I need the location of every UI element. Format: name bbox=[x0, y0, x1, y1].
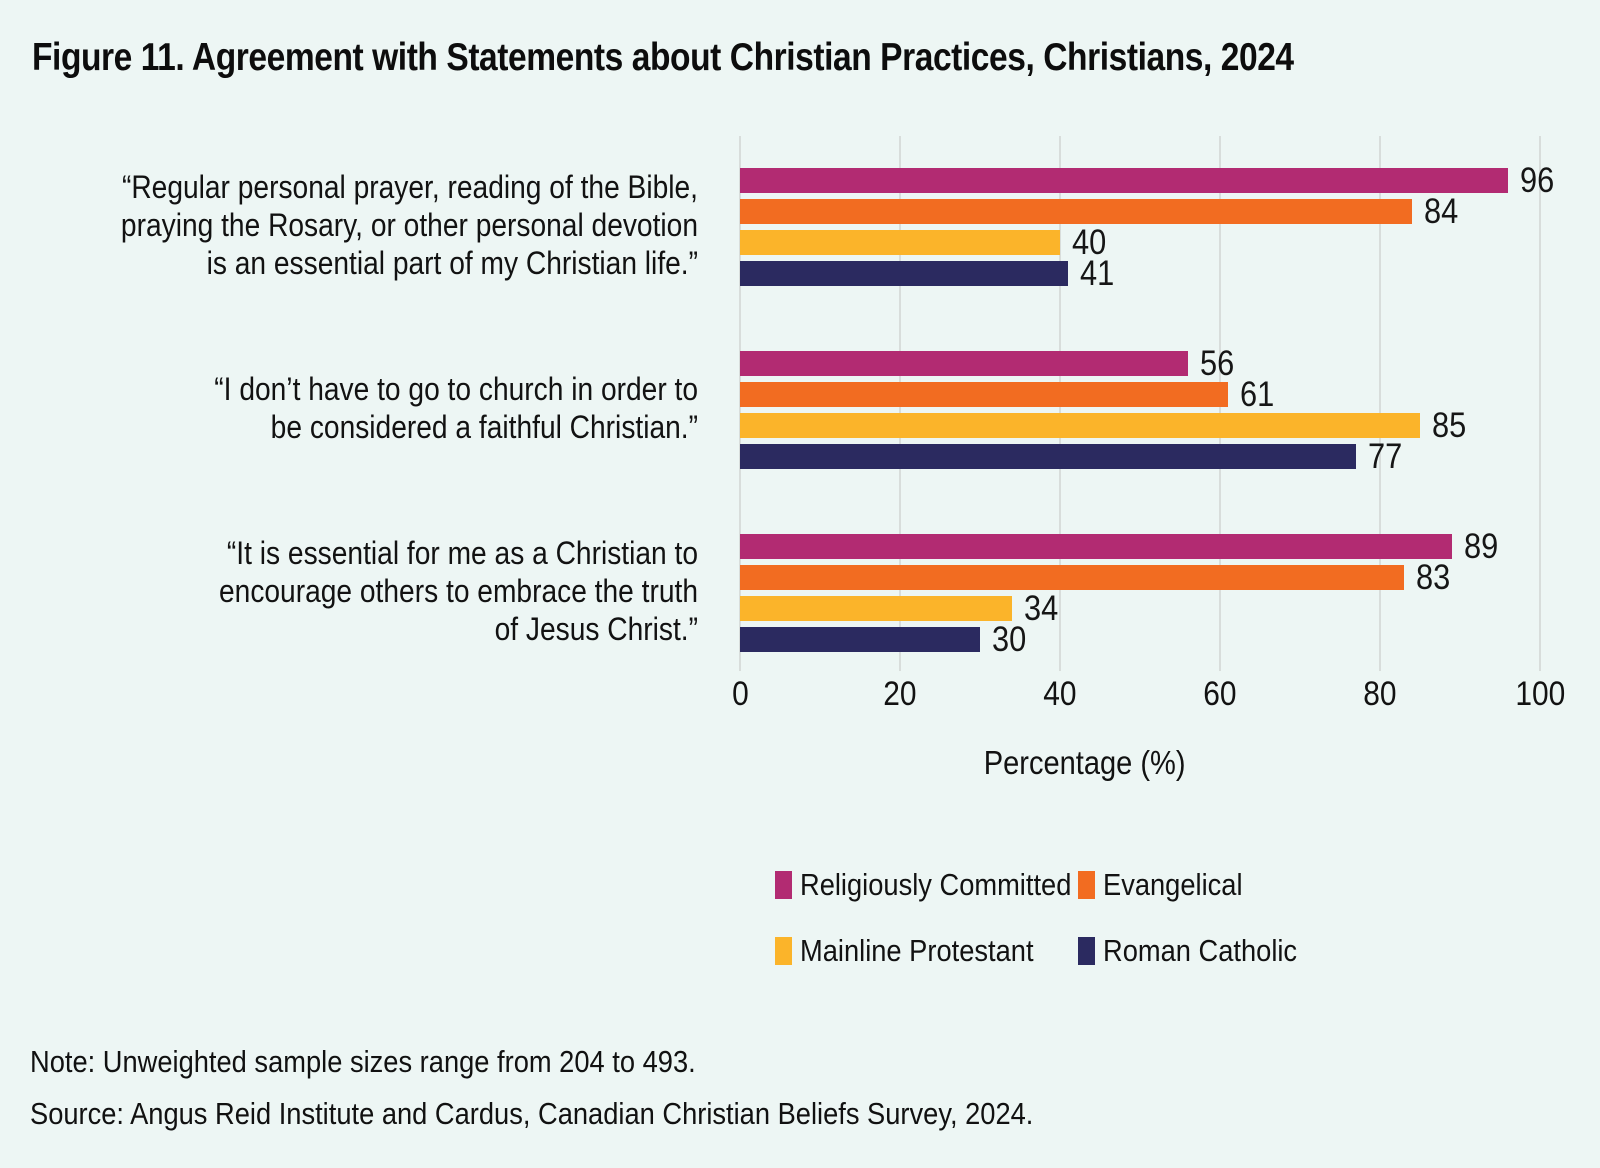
bar-value-group1-evangelical: 84 bbox=[1424, 192, 1463, 231]
bar-group3-religiously-committed bbox=[740, 534, 1452, 559]
gridline-100 bbox=[1539, 136, 1541, 671]
bar-group3-roman-catholic bbox=[740, 627, 980, 652]
bar-value-group3-roman-catholic-text: 30 bbox=[992, 619, 1027, 659]
bar-value-group3-mainline-protestant: 34 bbox=[1024, 589, 1063, 628]
legend-label-mainline-protestant: Mainline Protestant bbox=[800, 933, 1034, 968]
bar-value-group3-religiously-committed: 89 bbox=[1464, 527, 1503, 566]
bar-value-group1-roman-catholic: 41 bbox=[1080, 254, 1119, 293]
bar-group2-roman-catholic bbox=[740, 444, 1356, 469]
bar-value-group2-religiously-committed-text: 56 bbox=[1200, 343, 1235, 383]
x-tick-20-text: 20 bbox=[883, 674, 917, 713]
legend-label-religiously-committed: Religiously Committed bbox=[800, 867, 1072, 902]
x-tick-0-text: 0 bbox=[731, 674, 749, 713]
x-tick-0: 0 bbox=[690, 672, 790, 716]
bar-value-group1-mainline-protestant-text: 40 bbox=[1072, 222, 1107, 262]
bar-value-group2-mainline-protestant-text: 85 bbox=[1432, 405, 1467, 445]
bar-value-group2-evangelical: 61 bbox=[1240, 375, 1279, 414]
legend-swatch-religiously-committed bbox=[775, 871, 792, 899]
gridline-80 bbox=[1379, 136, 1381, 671]
legend-label-evangelical: Evangelical bbox=[1103, 867, 1243, 902]
note-text: Note: Unweighted sample sizes range from… bbox=[30, 1044, 696, 1079]
x-tick-40: 40 bbox=[1010, 672, 1110, 716]
x-tick-80: 80 bbox=[1330, 672, 1430, 716]
figure-title: Figure 11. Agreement with Statements abo… bbox=[32, 36, 1294, 79]
bar-value-group1-mainline-protestant: 40 bbox=[1072, 223, 1111, 262]
statement-label-1: “Regular personal prayer, reading of the… bbox=[120, 169, 698, 281]
bar-group3-mainline-protestant bbox=[740, 596, 1012, 621]
bar-value-group2-roman-catholic: 77 bbox=[1368, 437, 1407, 476]
bar-group3-evangelical bbox=[740, 565, 1404, 590]
legend-label-roman-catholic: Roman Catholic bbox=[1103, 933, 1298, 968]
bar-group1-evangelical bbox=[740, 199, 1412, 224]
bar-value-group2-mainline-protestant: 85 bbox=[1432, 406, 1471, 445]
statement-label-3: “It is essential for me as a Christian t… bbox=[218, 535, 698, 647]
legend-swatch-mainline-protestant bbox=[775, 937, 792, 965]
bar-value-group2-roman-catholic-text: 77 bbox=[1368, 436, 1403, 476]
bar-value-group2-religiously-committed: 56 bbox=[1200, 344, 1239, 383]
x-axis-title-text: Percentage (%) bbox=[984, 744, 1186, 781]
bar-group1-roman-catholic bbox=[740, 261, 1068, 286]
bar-value-group1-roman-catholic-text: 41 bbox=[1080, 253, 1115, 293]
legend-swatch-evangelical bbox=[1078, 871, 1095, 899]
bar-group2-mainline-protestant bbox=[740, 413, 1420, 438]
bar-value-group3-roman-catholic: 30 bbox=[992, 620, 1031, 659]
bar-value-group3-mainline-protestant-text: 34 bbox=[1024, 588, 1059, 628]
bar-group2-religiously-committed bbox=[740, 351, 1188, 376]
bar-value-group1-religiously-committed-text: 96 bbox=[1520, 160, 1555, 200]
bar-value-group3-religiously-committed-text: 89 bbox=[1464, 526, 1499, 566]
x-tick-60-text: 60 bbox=[1203, 674, 1237, 713]
bar-value-group3-evangelical-text: 83 bbox=[1416, 557, 1451, 597]
bar-group1-mainline-protestant bbox=[740, 230, 1060, 255]
legend-swatch-roman-catholic bbox=[1078, 937, 1095, 965]
x-tick-100: 100 bbox=[1490, 672, 1590, 716]
x-tick-40-text: 40 bbox=[1043, 674, 1077, 713]
bar-value-group1-evangelical-text: 84 bbox=[1424, 191, 1459, 231]
x-tick-20: 20 bbox=[850, 672, 950, 716]
bar-group1-religiously-committed bbox=[740, 168, 1508, 193]
statement-label-2: “I don’t have to go to church in order t… bbox=[214, 371, 698, 445]
bar-group2-evangelical bbox=[740, 382, 1228, 407]
x-axis-title: Percentage (%) bbox=[735, 744, 1435, 782]
x-tick-80-text: 80 bbox=[1363, 674, 1397, 713]
bar-value-group1-religiously-committed: 96 bbox=[1520, 161, 1559, 200]
source-text: Source: Angus Reid Institute and Cardus,… bbox=[30, 1096, 1034, 1131]
bar-value-group2-evangelical-text: 61 bbox=[1240, 374, 1275, 414]
x-tick-60: 60 bbox=[1170, 672, 1270, 716]
bar-value-group3-evangelical: 83 bbox=[1416, 558, 1455, 597]
x-tick-100-text: 100 bbox=[1515, 674, 1565, 713]
